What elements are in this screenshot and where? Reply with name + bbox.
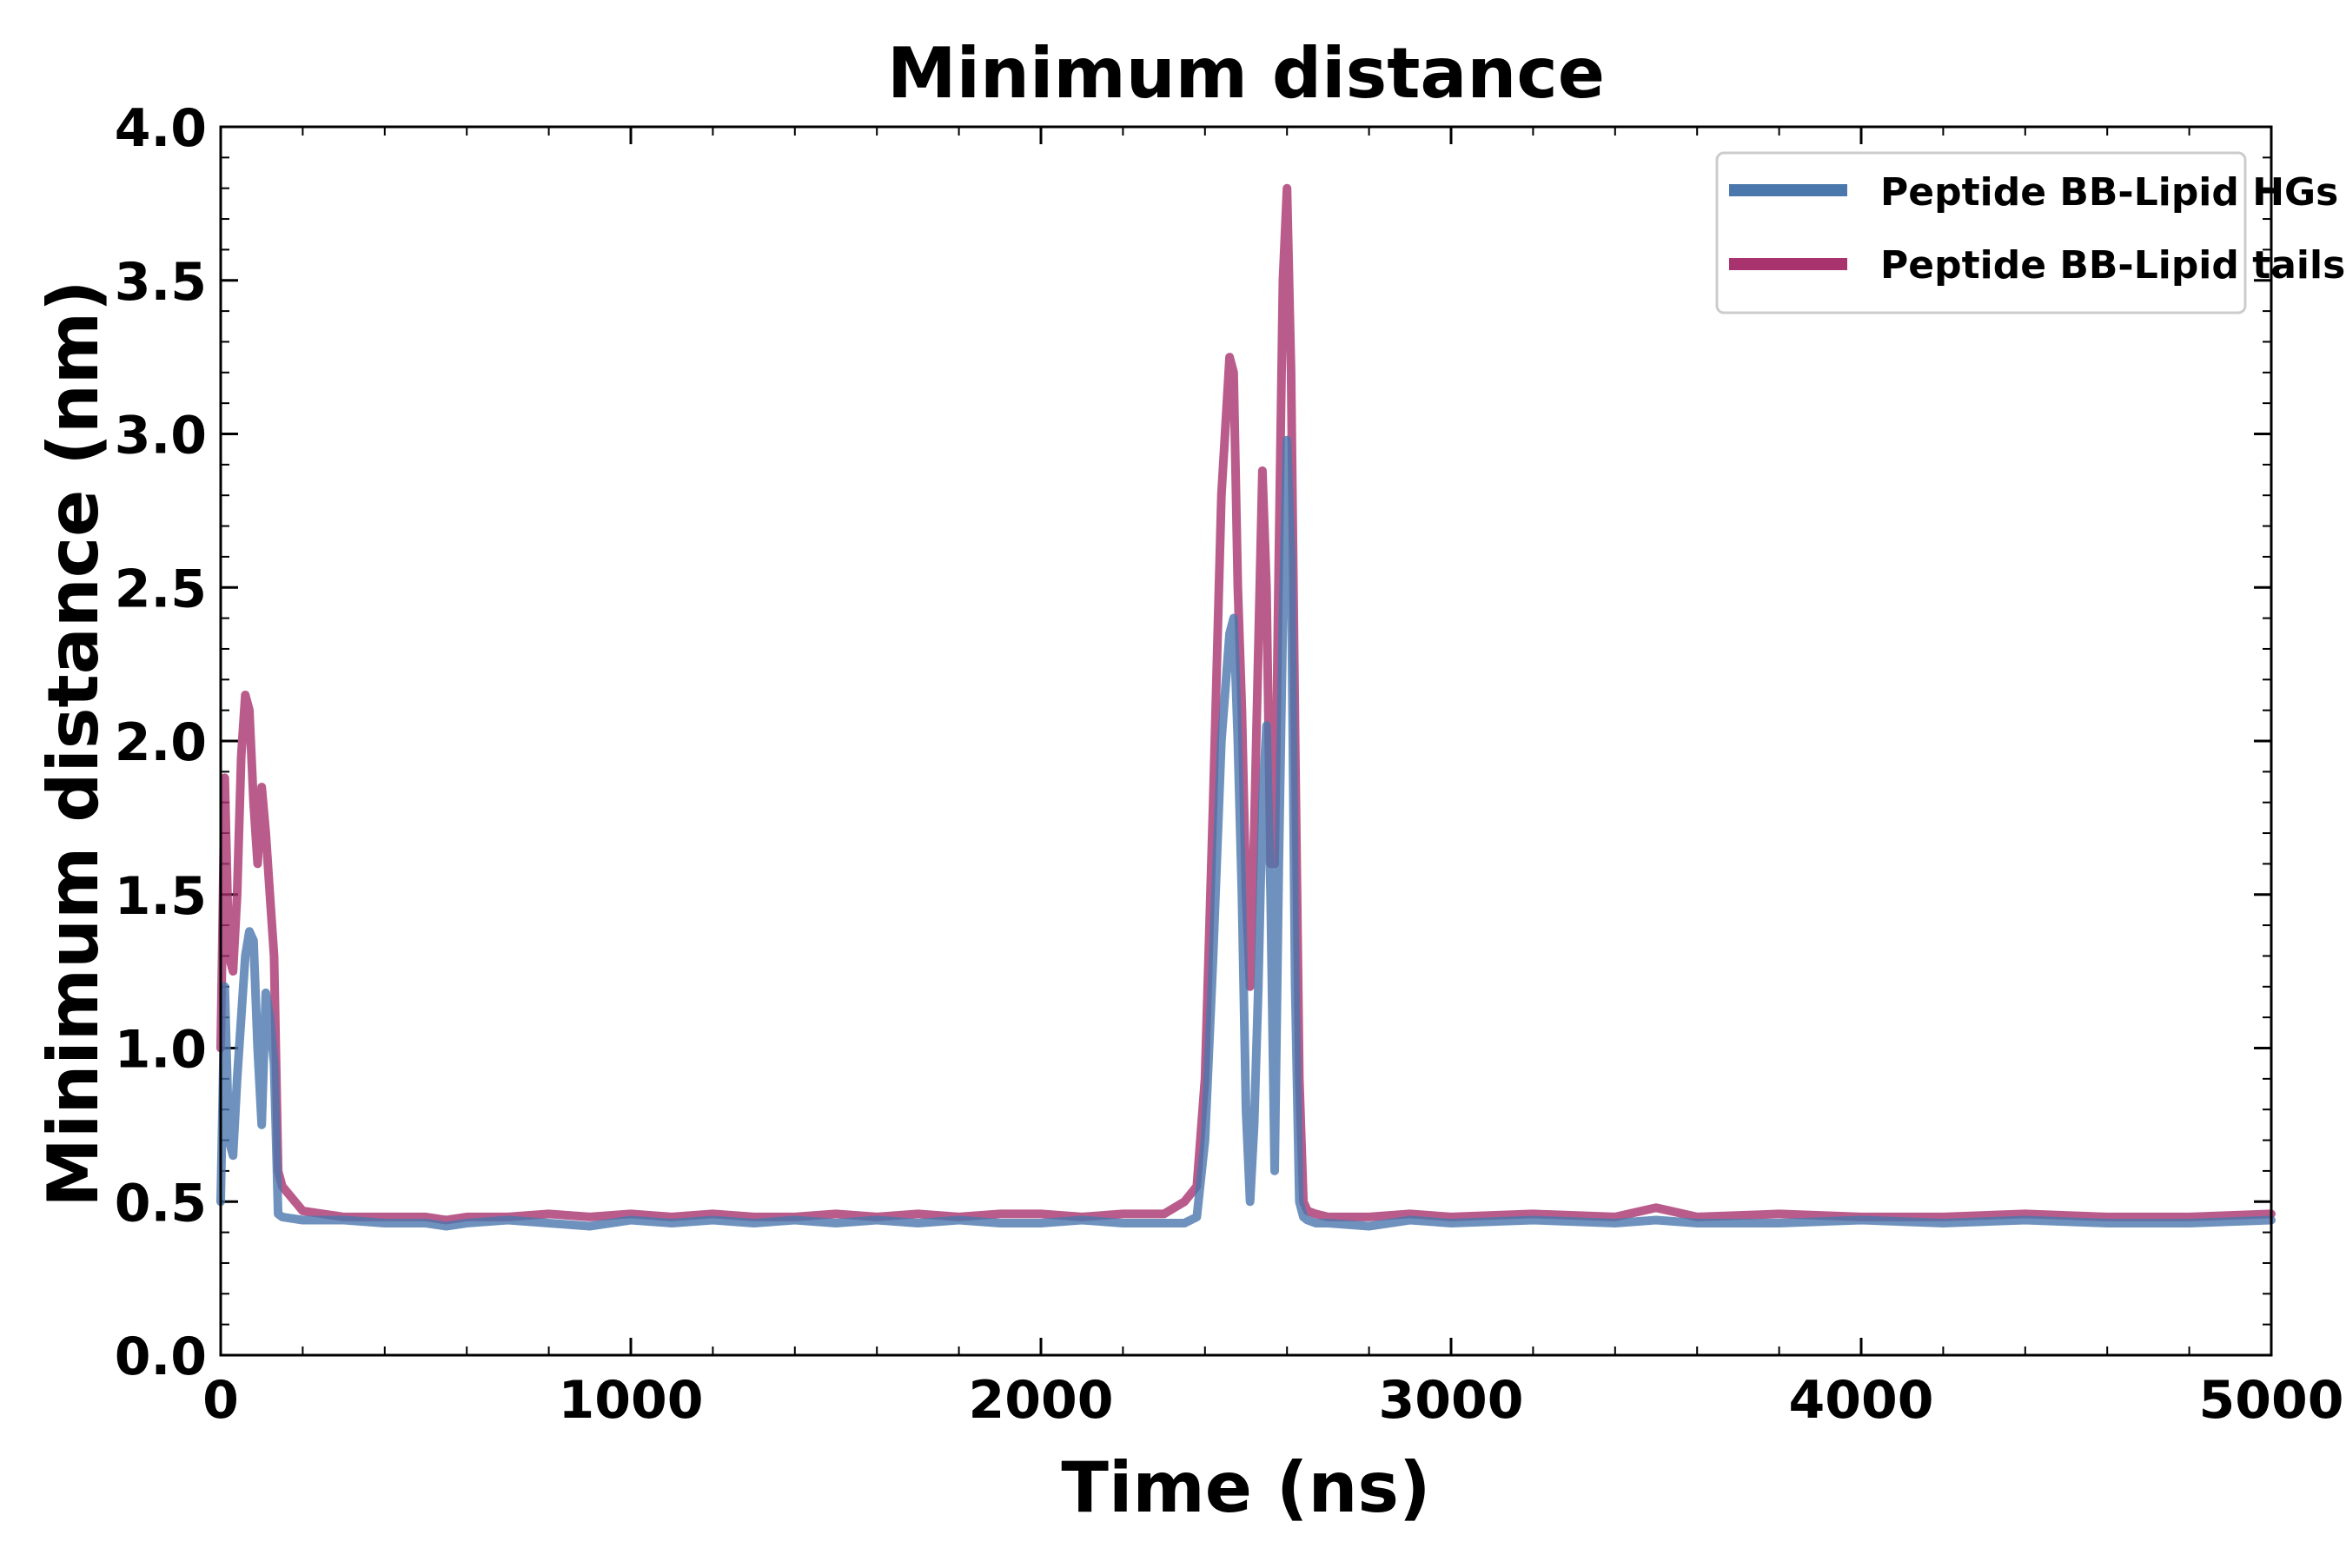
y-tick-label: 2.0 <box>115 712 207 773</box>
x-tick-label: 0 <box>202 1370 239 1431</box>
x-tick-label: 4000 <box>1789 1370 1934 1431</box>
ticks-layer: 0 1000 2000 3000 4000 5000 0.0 0.5 1.0 1.5 2.0 2.5 3… <box>115 98 2344 1431</box>
legend-label-tails: Peptide BB-Lipid tails <box>1880 243 2345 288</box>
x-tick-label: 2000 <box>969 1370 1114 1431</box>
legend-label-hgs: Peptide BB-Lipid HGs <box>1880 170 2338 215</box>
y-tick-label: 1.5 <box>115 866 207 927</box>
series-line-tails <box>216 183 2276 1225</box>
plot-frame <box>219 125 2273 1357</box>
series-layer <box>216 183 2276 1231</box>
x-tick-label: 5000 <box>2199 1370 2344 1431</box>
y-tick-label: 0.0 <box>115 1327 207 1387</box>
chart-title: Minimum distance <box>887 33 1605 114</box>
y-axis-title: Minimum distance (nm) <box>33 280 114 1207</box>
y-tick-label: 2.5 <box>115 559 207 619</box>
y-tick-label: 1.0 <box>115 1020 207 1081</box>
x-tick-label: 1000 <box>559 1370 704 1431</box>
y-tick-label: 0.5 <box>115 1173 207 1234</box>
y-tick-label: 4.0 <box>115 98 207 159</box>
legend: Peptide BB-Lipid HGs Peptide BB-Lipid ta… <box>1715 151 2345 314</box>
y-tick-label: 3.0 <box>115 406 207 466</box>
y-tick-label: 3.5 <box>115 252 207 313</box>
legend-box <box>1715 151 2247 314</box>
x-axis-title: Time (ns) <box>1061 1447 1430 1528</box>
series-line-hgs <box>216 435 2276 1231</box>
x-tick-label: 3000 <box>1379 1370 1524 1431</box>
